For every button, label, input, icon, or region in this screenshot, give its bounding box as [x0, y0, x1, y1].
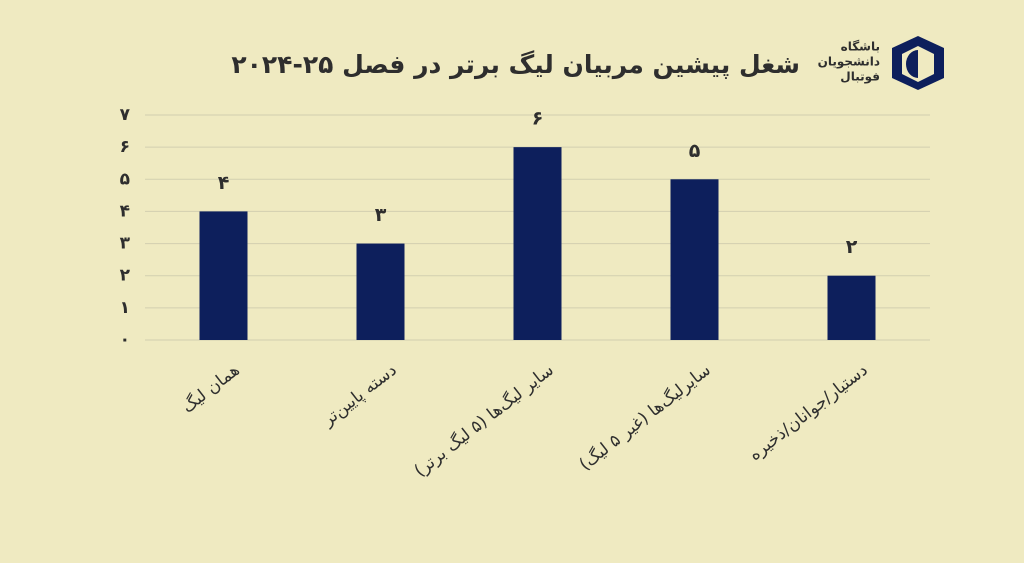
value-label: ۳ — [375, 204, 387, 226]
logo-text: دانشجویان — [818, 55, 880, 70]
bar — [513, 147, 562, 340]
bar — [670, 179, 719, 340]
chart-title: شغل پیشین مربیان لیگ برتر در فصل ۲۵-۲۰۲۴ — [231, 50, 800, 80]
bar — [827, 275, 876, 340]
y-tick-label: ۳ — [120, 234, 131, 254]
logo-text: باشگاه — [841, 40, 880, 54]
value-label: ۵ — [689, 140, 701, 162]
value-label: ۲ — [846, 236, 858, 258]
y-tick-label: ۲ — [120, 266, 131, 286]
bar — [356, 243, 405, 340]
value-label: ۴ — [218, 172, 230, 194]
bar — [199, 211, 248, 340]
y-tick-label: ۰ — [120, 330, 130, 350]
y-tick-label: ۴ — [120, 201, 130, 221]
y-tick-label: ۷ — [120, 105, 131, 125]
logo-ball — [906, 50, 918, 78]
logo-text: فوتبال — [840, 70, 880, 85]
y-tick-label: ۱ — [120, 298, 130, 318]
logo: باشگاه دانشجویان فوتبال — [818, 36, 944, 90]
y-tick-label: ۶ — [120, 137, 130, 157]
y-tick-label: ۵ — [120, 169, 130, 189]
value-label: ۶ — [532, 108, 544, 130]
